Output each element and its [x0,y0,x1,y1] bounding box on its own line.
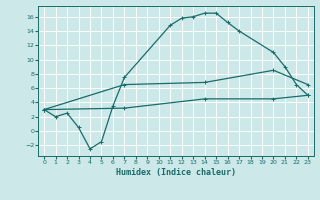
X-axis label: Humidex (Indice chaleur): Humidex (Indice chaleur) [116,168,236,177]
